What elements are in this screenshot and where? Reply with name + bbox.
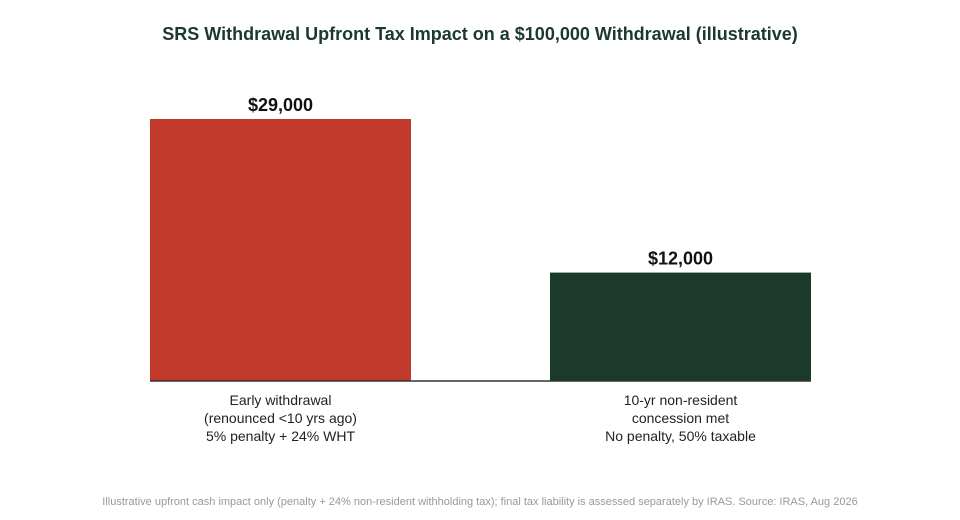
bar-value-label-2: $12,000 [648,249,713,269]
footnote: Illustrative upfront cash impact only (p… [102,496,858,508]
category-label-2: 10-yr non-resident concession met No penal… [531,391,831,445]
category-label-line: concession met [631,410,730,426]
bar-value-label-1: $29,000 [248,95,313,115]
category-label-line: 5% penalty + 24% WHT [205,428,355,444]
bar-1 [150,119,411,381]
category-label-line: 10-yr non-resident [623,392,738,408]
bar-2 [550,272,811,381]
value-labels-group: $29,000 $12,000 [248,95,713,269]
category-label-1: Early withdrawal (renounced <10 yrs ago) 5… [131,391,431,445]
chart-title: SRS Withdrawal Upfront Tax Impact on a $… [162,24,798,44]
bars-group [150,119,811,381]
category-label-line: (renounced <10 yrs ago) [204,410,357,426]
category-label-line: No penalty, 50% taxable [605,428,756,444]
category-label-line: Early withdrawal [229,392,332,408]
